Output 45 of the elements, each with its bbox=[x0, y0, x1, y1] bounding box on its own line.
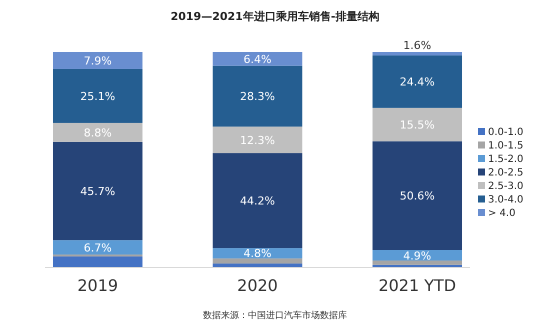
legend-label: 1.5-2.0 bbox=[488, 154, 524, 165]
bar bbox=[52, 142, 142, 240]
data-label: 12.3% bbox=[240, 134, 275, 147]
data-label: 4.9% bbox=[403, 249, 432, 262]
data-label: 6.4% bbox=[244, 52, 272, 66]
legend-label: 0.0-1.0 bbox=[488, 127, 524, 138]
bar bbox=[52, 52, 142, 69]
data-label: 15.5% bbox=[400, 118, 435, 132]
x-tick-label: 2019 bbox=[77, 276, 118, 295]
bar bbox=[212, 66, 302, 127]
bar bbox=[212, 126, 302, 154]
data-label: 8.8% bbox=[84, 126, 112, 140]
bar bbox=[52, 122, 142, 142]
bar bbox=[212, 258, 302, 264]
bar bbox=[212, 248, 302, 258]
legend-label: 3.0-4.0 bbox=[488, 194, 524, 206]
legend-label: > 4.0 bbox=[488, 208, 516, 219]
source-note: 数据来源：中国进口汽车市场数据库 bbox=[203, 310, 347, 321]
bar bbox=[372, 108, 462, 142]
bar bbox=[52, 240, 142, 255]
bar bbox=[212, 52, 302, 66]
x-tick-label: 2021 YTD bbox=[378, 276, 456, 295]
bar bbox=[52, 256, 142, 267]
bar bbox=[372, 55, 462, 108]
data-label: 6.7% bbox=[84, 241, 112, 254]
bar bbox=[212, 264, 302, 267]
data-label: 7.9% bbox=[84, 54, 112, 68]
legend-label: 2.5-3.0 bbox=[488, 181, 524, 192]
bar bbox=[372, 260, 462, 265]
data-label: 4.8% bbox=[244, 247, 272, 260]
x-tick-label: 2020 bbox=[237, 276, 278, 295]
data-label: 24.4% bbox=[400, 76, 435, 89]
bar bbox=[212, 153, 302, 248]
bar bbox=[372, 52, 462, 56]
data-label: 44.2% bbox=[240, 194, 275, 208]
bar bbox=[372, 141, 462, 250]
legend-label: 1.0-1.5 bbox=[488, 140, 524, 152]
data-label: 45.7% bbox=[80, 184, 116, 198]
data-label: 50.6% bbox=[400, 190, 435, 203]
data-label: 25.1% bbox=[80, 90, 116, 103]
bar bbox=[52, 68, 142, 123]
data-label: 28.3% bbox=[240, 90, 275, 104]
legend-label: 2.0-2.5 bbox=[488, 168, 524, 178]
chart-title: 2019—2021年进口乘用车销售-排量结构 bbox=[170, 10, 380, 23]
data-label: 1.6% bbox=[403, 39, 432, 52]
